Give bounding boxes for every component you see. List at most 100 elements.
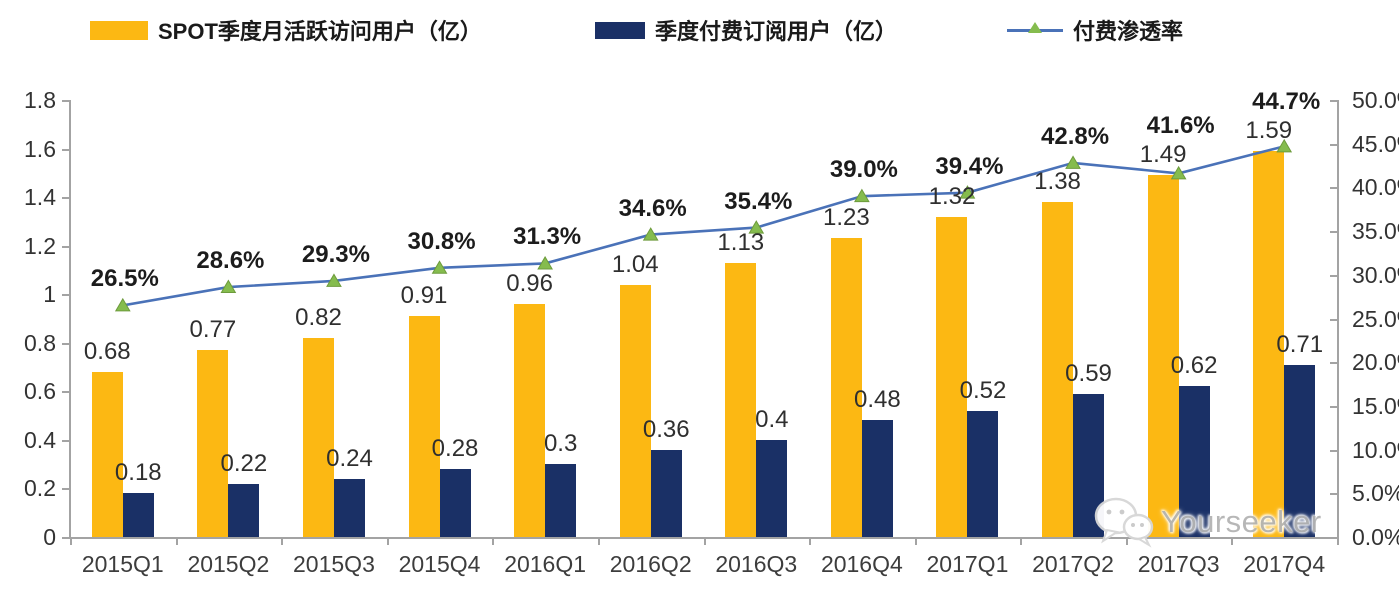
- x-axis-tick: [1231, 537, 1234, 545]
- x-axis-tick: [914, 537, 917, 545]
- penetration-value-label: 39.0%: [829, 156, 898, 184]
- y-axis-left-tick: [62, 148, 70, 151]
- subs-value-label: 0.59: [1065, 359, 1112, 387]
- x-axis-tick: [492, 537, 495, 545]
- y-axis-right-label: 25.0%: [1352, 305, 1399, 332]
- subs-value-label: 0.18: [114, 459, 162, 487]
- penetration-value-label: 30.8%: [407, 227, 476, 255]
- mau-bar: [302, 337, 334, 537]
- y-axis-right-label: 45.0%: [1352, 130, 1399, 157]
- subs-bar: [122, 493, 154, 537]
- y-axis-left-label: 1.4: [24, 184, 56, 211]
- mau-legend-swatch-icon: [90, 20, 148, 40]
- y-axis-left-label: 0.4: [24, 426, 56, 453]
- penetration-value-label: 29.3%: [301, 240, 370, 268]
- subs-bar: [861, 420, 893, 537]
- y-axis-left-tick: [62, 439, 70, 442]
- subs-bar: [1178, 386, 1210, 537]
- y-axis-right-label: 50.0%: [1352, 87, 1399, 113]
- y-axis-left-label: 1: [43, 281, 56, 308]
- y-axis-right-tick: [1330, 362, 1338, 365]
- y-axis-left-tick: [62, 197, 70, 200]
- x-axis-tick: [386, 537, 389, 545]
- mau-value-label: 0.77: [189, 316, 237, 344]
- mau-bar: [619, 284, 651, 537]
- x-axis-category-label: 2017Q1: [926, 551, 1009, 577]
- y-axis-left-tick: [62, 245, 70, 248]
- watermark: Yourseeker: [1093, 496, 1322, 548]
- subs-bar: [545, 464, 577, 537]
- legend-item-penetration: 付费渗透率: [1007, 13, 1183, 47]
- y-axis-right-label: 20.0%: [1352, 349, 1399, 376]
- y-axis-left-label: 0: [43, 524, 56, 550]
- subs-value-label: 0.36: [642, 415, 690, 443]
- penetration-value-label: 39.4%: [935, 152, 1004, 180]
- x-axis-category-label: 2016Q2: [609, 551, 692, 577]
- subs-bar: [756, 439, 788, 537]
- mau-value-label: 1.23: [823, 204, 870, 232]
- subs-bar: [967, 410, 999, 537]
- subs-value-label: 0.4: [755, 405, 789, 433]
- subs-value-label: 0.22: [220, 449, 268, 477]
- mau-value-label: 0.82: [295, 303, 342, 331]
- mau-bar: [408, 316, 440, 537]
- y-axis-right-label: 10.0%: [1352, 436, 1399, 463]
- mau-value-label: 1.04: [611, 250, 659, 278]
- y-axis-right-tick: [1330, 493, 1338, 496]
- subs-value-label: 0.52: [959, 376, 1007, 404]
- legend-label-subs: 季度付费订阅用户（亿）: [655, 19, 898, 44]
- y-axis-left-tick: [62, 294, 70, 297]
- x-axis-category-label: 2015Q2: [187, 551, 270, 577]
- x-axis-category-label: 2017Q2: [1032, 551, 1114, 577]
- x-axis-category-label: 2015Q1: [81, 551, 164, 577]
- subs-value-label: 0.28: [431, 435, 479, 463]
- penetration-legend-line-icon: [1007, 21, 1063, 33]
- x-axis-category-label: 2016Q1: [504, 551, 587, 577]
- x-axis-category-label: 2016Q4: [820, 551, 903, 577]
- mau-bar: [197, 350, 229, 537]
- subs-bar: [228, 483, 260, 537]
- y-axis-left-tick: [62, 391, 70, 394]
- y-axis-right-tick: [1330, 405, 1338, 408]
- x-axis-tick: [70, 537, 72, 545]
- x-axis-tick: [1125, 537, 1128, 545]
- y-axis-left-label: 0.2: [24, 475, 56, 502]
- subs-value-label: 0.3: [543, 430, 578, 458]
- mau-bar: [91, 371, 123, 537]
- mau-bar: [725, 262, 757, 537]
- subs-value-label: 0.24: [326, 444, 373, 472]
- mau-value-label: 1.49: [1139, 141, 1187, 169]
- subs-value-label: 0.48: [854, 386, 901, 414]
- penetration-value-label: 42.8%: [1041, 122, 1110, 150]
- mau-bar: [514, 303, 546, 537]
- y-axis-right-label: 15.0%: [1352, 392, 1399, 419]
- wechat-icon: [1094, 497, 1154, 548]
- y-axis-right-tick: [1330, 274, 1338, 277]
- y-axis-left-tick: [62, 537, 70, 539]
- y-axis-right-line: [1337, 100, 1339, 539]
- x-axis-tick: [175, 537, 178, 545]
- x-axis-category-label: 2015Q3: [293, 551, 375, 577]
- x-axis-category-label: 2017Q4: [1243, 551, 1326, 577]
- legend-item-mau: SPOT季度月活跃访问用户（亿）: [90, 13, 482, 47]
- y-axis-right-label: 30.0%: [1352, 261, 1399, 288]
- y-axis-left-tick: [62, 100, 70, 102]
- subs-bar: [650, 449, 682, 537]
- y-axis-left-label: 1.6: [24, 135, 56, 162]
- mau-value-label: 1.13: [717, 228, 765, 256]
- mau-value-label: 0.96: [506, 269, 553, 297]
- penetration-value-label: 44.7%: [1252, 87, 1321, 115]
- y-axis-left-tick: [62, 488, 70, 491]
- penetration-value-label: 41.6%: [1146, 112, 1215, 140]
- penetration-value-label: 26.5%: [90, 265, 159, 293]
- legend-item-subs: 季度付费订阅用户（亿）: [595, 13, 897, 47]
- penetration-value-label: 31.3%: [513, 223, 582, 251]
- y-axis-left-label: 1.2: [24, 232, 56, 259]
- watermark-text: Yourseeker: [1161, 504, 1322, 539]
- x-axis-tick: [1337, 537, 1339, 545]
- x-axis-category-label: 2016Q3: [715, 551, 798, 577]
- y-axis-right-tick: [1330, 318, 1338, 321]
- triangle-marker-icon: [1028, 21, 1042, 33]
- y-axis-left-label: 0.8: [24, 329, 56, 356]
- x-axis-category-label: 2015Q4: [398, 551, 481, 577]
